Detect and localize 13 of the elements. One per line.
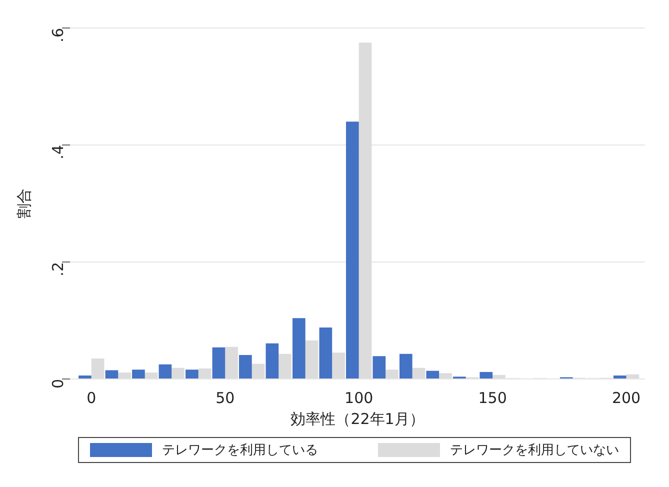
x-tick-label: 100 [344, 388, 374, 407]
x-tick-label: 150 [478, 388, 507, 407]
x-axis-title: 効率性（22年1月） [290, 410, 424, 428]
x-tick-label: 200 [612, 388, 641, 407]
y-tick-label: .6 [48, 28, 67, 42]
x-tick-label: 50 [216, 388, 235, 407]
legend-label: テレワークを利用している [162, 442, 318, 459]
y-tick-label: 0 [48, 379, 67, 389]
y-axis-title: 割合 [14, 188, 33, 218]
y-tick-label: .4 [48, 145, 67, 160]
y-tick-label: .2 [48, 262, 67, 276]
x-tick-label: 0 [86, 388, 96, 407]
legend-label: テレワークを利用していない [450, 442, 619, 459]
